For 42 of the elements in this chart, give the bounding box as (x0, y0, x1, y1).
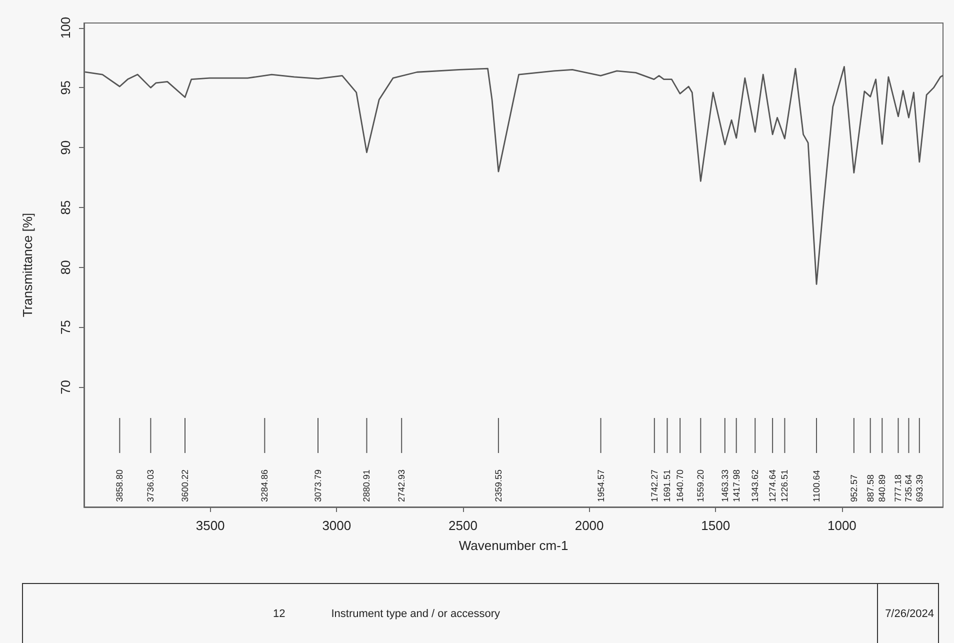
annotation: 840.89 (877, 474, 888, 502)
x-axis-title: Wavenumber cm-1 (458, 538, 568, 553)
y-tick-label: 80 (58, 260, 73, 275)
annotation: 2359.55 (493, 469, 504, 502)
annotation: 777.18 (893, 474, 904, 502)
annotation: 3858.80 (114, 469, 125, 502)
y-tick-label: 95 (58, 80, 73, 95)
annotation: 1417.98 (731, 469, 742, 502)
annotation: 1559.20 (696, 469, 706, 502)
y-tick-label: 90 (58, 140, 73, 155)
x-tick-label: 2000 (574, 518, 604, 533)
annotation: 3284.86 (260, 469, 270, 502)
x-tick-label: 3000 (322, 518, 352, 533)
info-box: 12 Instrument type and / or accessory 7/26/2024 (22, 583, 939, 643)
annotation: 3736.03 (146, 469, 156, 502)
line-series (84, 66, 944, 285)
x-tick-label: 1000 (827, 518, 856, 533)
annotation: 1343.62 (750, 469, 760, 502)
y-axis-title: Transmittance [%] (20, 212, 35, 318)
annotation: 735.64 (904, 474, 914, 502)
y-tick-label: 75 (58, 320, 73, 335)
y-tick-label: 85 (58, 200, 73, 215)
annotation: 693.39 (914, 474, 924, 502)
y-tick-label: 100 (58, 16, 73, 39)
annotation: 1954.57 (596, 469, 606, 502)
annotation: 1226.51 (780, 469, 790, 502)
annotation: 1100.64 (812, 470, 822, 502)
annotation: 1463.33 (720, 469, 730, 502)
annotation: 3073.79 (313, 469, 324, 502)
annotation: 3600.22 (180, 469, 190, 502)
x-tick-label: 3500 (196, 518, 225, 533)
x-tick-label: 2500 (448, 518, 478, 533)
annotation: 887.58 (865, 474, 876, 502)
annotation: 2880.91 (362, 469, 372, 502)
annotation: 1691.51 (662, 469, 672, 502)
annotation: 952.57 (848, 474, 859, 502)
annotation: 1274.64 (768, 469, 778, 502)
x-tick-label: 1500 (701, 518, 730, 533)
annotation: 2742.93 (396, 469, 407, 502)
annotation: 1640.70 (675, 469, 686, 502)
annotation: 1742.27 (649, 469, 660, 502)
y-tick-label: 70 (58, 380, 73, 394)
